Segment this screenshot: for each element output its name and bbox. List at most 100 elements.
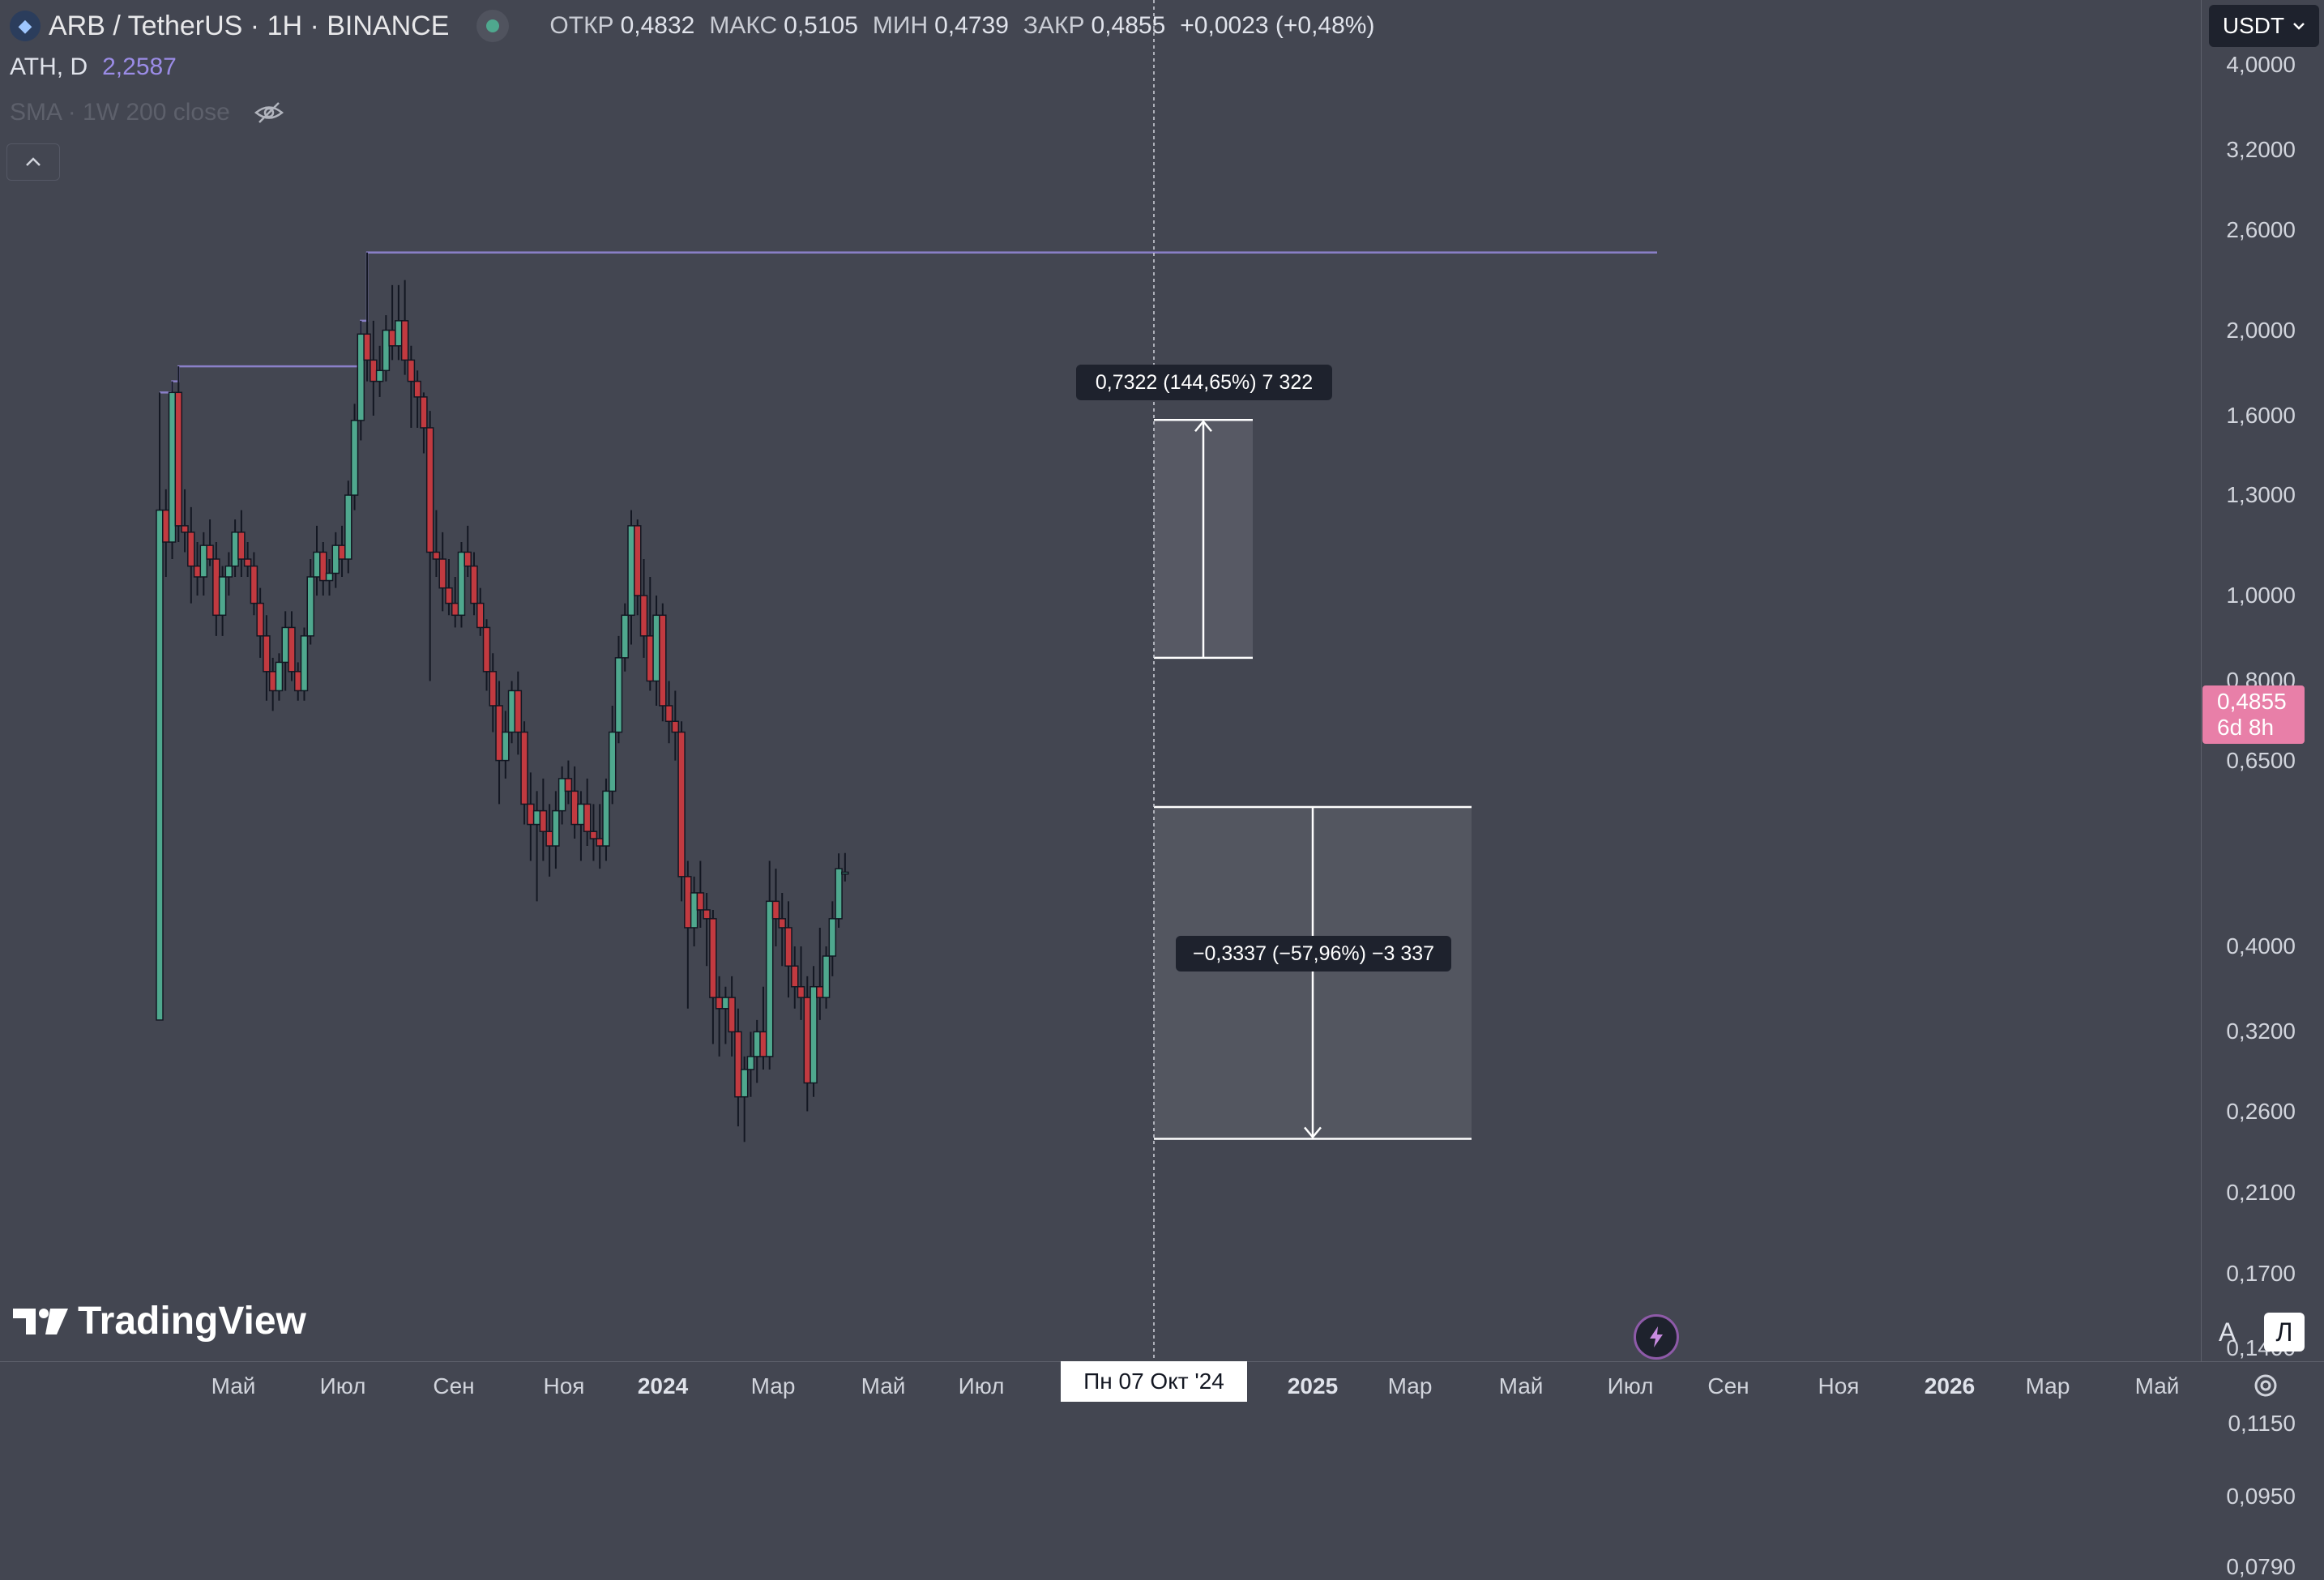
indicator-sma[interactable]: SMA · 1W 200 close [10,99,285,126]
candle [614,635,623,744]
indicator-ath[interactable]: ATH, D 2,2587 [10,53,177,81]
candle-body [382,329,391,372]
candle [357,320,365,441]
price-tick: 1,3000 [2226,482,2296,508]
time-tick: Май [1498,1373,1544,1399]
price-axis[interactable]: 4,0000 3,2000 2,6000 2,0000 1,6000 1,3000 1,00… [2201,0,2324,1579]
candle-body [256,602,264,637]
candle [646,576,655,691]
candle [413,370,421,428]
candle-body [319,551,327,582]
candle-body [778,918,786,929]
candle [395,284,403,361]
candle-body [740,1069,749,1098]
candle [482,619,491,691]
time-tick: Май [2134,1373,2180,1399]
candle-body [520,731,528,805]
change-value: +0,0023 (+0,48%) [1180,12,1375,39]
candle-body [288,626,296,673]
candle [771,869,780,946]
candle-body [797,986,805,998]
candle [684,860,692,1009]
candle [464,525,472,577]
time-tick: Май [211,1373,256,1399]
high-label: МАКС [709,12,778,39]
candle [256,587,264,658]
candle [765,860,774,1070]
candle-body [596,838,604,847]
symbol-title[interactable]: ARB / TetherUS · 1H · BINANCE [49,10,450,41]
candle [168,381,177,560]
time-tick: Июл [1607,1373,1654,1399]
candle-body [721,997,730,1010]
candle [746,1031,755,1097]
candle-body [841,871,849,875]
gear-icon[interactable] [2249,1369,2282,1402]
candle [791,946,799,1009]
candle [596,804,604,869]
candle-body [325,572,334,582]
candle-body [514,690,523,733]
chart-header: ◆ ARB / TetherUS · 1H · BINANCE ОТКР 0,4… [10,8,1374,44]
indicator-sma-name: SMA · 1W 200 close [10,99,230,126]
market-status-icon[interactable] [476,10,510,42]
measure-down-arrowhead [1304,1126,1322,1139]
candle [231,519,239,577]
candle [652,596,660,706]
candle [803,976,812,1112]
candle-body [690,892,698,929]
candle-body [552,809,560,847]
candle-countdown: 6d 8h [2217,715,2275,740]
candle-body [564,778,573,792]
log-scale-button[interactable]: Л [2264,1313,2305,1352]
candle-body [784,927,792,967]
arbitrum-logo-icon: ◆ [10,11,41,41]
candle [382,314,391,382]
candle-body [224,565,233,578]
candle [476,587,485,636]
candle-body [231,532,239,567]
candle [728,976,736,1057]
candle-body [753,1031,761,1057]
collapse-legend-button[interactable] [6,143,60,181]
candle-body [759,1031,767,1057]
candle [432,510,441,577]
candle [338,525,346,577]
time-tick: Мар [750,1373,796,1399]
crosshair-date-label: Пн 07 Окт '24 [1061,1361,1247,1402]
open-label: ОТКР [549,12,614,39]
price-tick: 0,0950 [2226,1484,2296,1510]
candle [268,657,277,711]
candle [174,366,183,543]
candle-body [545,831,553,847]
price-tick: 0,2100 [2226,1180,2296,1206]
price-tick: 0,3200 [2226,1018,2296,1044]
lightning-icon[interactable] [1634,1314,1679,1360]
candle [400,280,409,375]
auto-scale-button[interactable]: A [2219,1317,2236,1347]
candle [237,510,246,577]
candle [375,345,384,397]
candle-body [445,587,453,604]
candle-body [400,320,409,361]
candle-body [338,544,346,560]
candle [570,766,579,839]
candle-body [527,803,535,826]
eye-crossed-icon[interactable] [253,100,285,125]
candle-body [507,690,516,733]
candle-body [464,551,472,567]
measure-up-label: 0,7322 (144,65%) 7 322 [1076,365,1332,400]
currency-button[interactable]: USDT [2209,5,2319,47]
candle [206,519,214,566]
candle-body [627,525,635,617]
candle-body [181,525,189,533]
candle [502,711,510,779]
tradingview-logo[interactable]: TradingView [11,1299,306,1343]
candle-body [250,565,258,604]
price-tick: 2,6000 [2226,216,2296,242]
candle-body [425,427,434,553]
time-tick: 2025 [1287,1373,1339,1399]
price-chart[interactable] [0,0,2201,1361]
indicator-ath-value: 2,2587 [102,53,177,80]
candle-body [602,790,610,847]
